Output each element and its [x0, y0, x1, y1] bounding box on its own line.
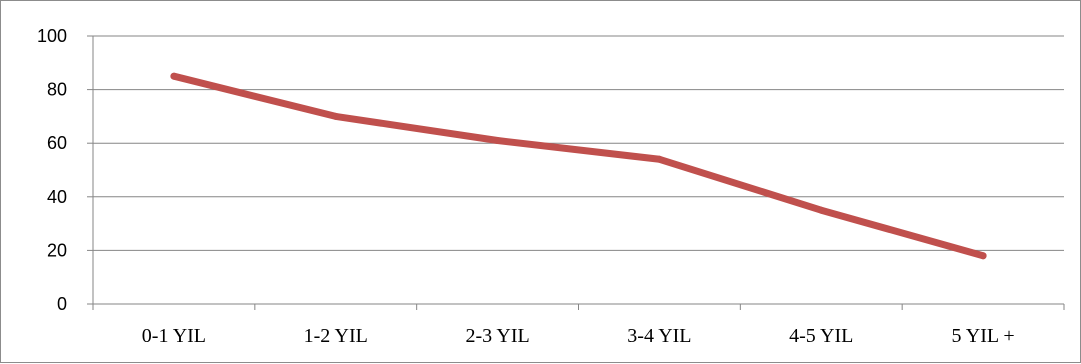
x-tick-label: 1-2 YIL	[304, 325, 368, 347]
data-point	[979, 252, 987, 260]
x-tick-label: 5 YIL +	[952, 325, 1015, 347]
y-tick-label: 20	[47, 240, 67, 260]
y-tick-label: 40	[47, 187, 67, 207]
y-axis-ticks: 0 20 40 60 80 100	[37, 26, 67, 314]
data-point	[494, 137, 502, 145]
data-point	[332, 112, 340, 120]
x-tick-label: 3-4 YIL	[627, 325, 691, 347]
y-tick-label: 0	[57, 294, 67, 314]
y-tick-label: 100	[37, 26, 67, 46]
axes	[87, 35, 1065, 310]
y-tick-label: 80	[47, 80, 67, 100]
x-tick-label: 4-5 YIL	[789, 325, 853, 347]
data-point	[170, 72, 178, 80]
gridlines	[93, 35, 1064, 251]
y-tick-label: 60	[47, 133, 67, 153]
x-tick-label: 0-1 YIL	[142, 325, 206, 347]
data-point	[655, 155, 663, 163]
data-point	[817, 206, 825, 214]
x-axis-ticks: 0-1 YIL 1-2 YIL 2-3 YIL 3-4 YIL 4-5 YIL 5 YIL…	[142, 325, 1015, 347]
series-line	[170, 72, 987, 260]
series-layer	[170, 72, 987, 260]
x-tick-label: 2-3 YIL	[465, 325, 529, 347]
